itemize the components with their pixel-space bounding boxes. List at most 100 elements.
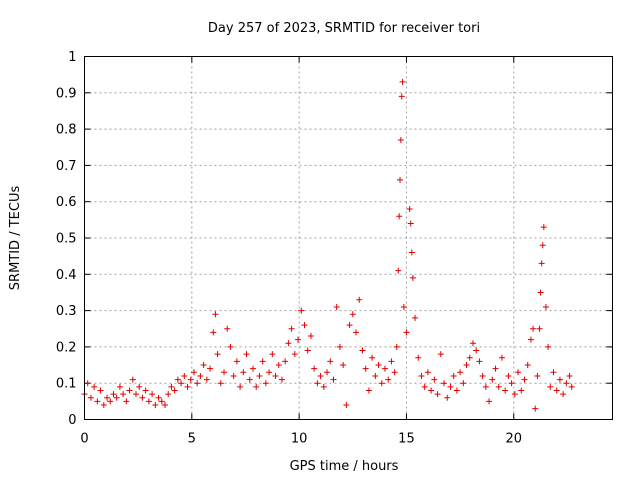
data-point <box>249 365 256 372</box>
data-point <box>447 383 454 390</box>
y-tick-label: 0.5 <box>56 232 77 247</box>
data-point <box>408 249 415 256</box>
data-point <box>327 358 334 365</box>
data-point <box>291 351 298 358</box>
data-point <box>84 380 91 387</box>
data-point <box>508 380 515 387</box>
data-point <box>190 369 197 376</box>
data-point <box>486 398 493 405</box>
data-point <box>275 362 282 369</box>
x-tick-label: 5 <box>188 432 196 447</box>
data-point <box>161 401 168 408</box>
data-point <box>349 311 356 318</box>
data-point <box>214 351 221 358</box>
y-tick-label: 0.1 <box>56 377 77 392</box>
data-point <box>407 220 414 227</box>
data-point <box>97 387 104 394</box>
data-point <box>340 362 347 369</box>
x-tick-label: 10 <box>291 432 308 447</box>
data-point <box>476 358 483 365</box>
data-point <box>100 401 107 408</box>
data-point <box>104 394 111 401</box>
data-point <box>295 336 302 343</box>
data-point <box>324 369 331 376</box>
data-point <box>545 343 552 350</box>
data-point <box>437 351 444 358</box>
data-point <box>518 387 525 394</box>
data-point <box>482 383 489 390</box>
data-point <box>304 347 311 354</box>
data-point <box>356 296 363 303</box>
data-point <box>110 391 117 398</box>
data-point <box>359 347 366 354</box>
data-point <box>532 405 539 412</box>
data-point <box>521 376 528 383</box>
data-point <box>492 365 499 372</box>
y-tick-label: 0.8 <box>56 123 77 138</box>
data-point <box>272 372 279 379</box>
data-point <box>566 372 573 379</box>
data-point <box>278 376 285 383</box>
data-point <box>409 274 416 281</box>
data-point <box>466 354 473 361</box>
data-point <box>224 325 231 332</box>
y-tick-label: 0.4 <box>56 268 77 283</box>
data-point <box>530 325 537 332</box>
data-point <box>547 383 554 390</box>
data-point <box>353 329 360 336</box>
data-point <box>165 391 172 398</box>
data-point <box>556 376 563 383</box>
data-point <box>200 362 207 369</box>
data-point <box>311 365 318 372</box>
data-point <box>398 93 405 100</box>
data-point <box>542 303 549 310</box>
data-point <box>123 398 130 405</box>
data-point <box>253 383 260 390</box>
data-point <box>210 329 217 336</box>
data-point <box>243 351 250 358</box>
data-point <box>369 354 376 361</box>
data-point <box>505 372 512 379</box>
data-point <box>133 391 140 398</box>
data-point <box>285 340 292 347</box>
data-point <box>418 372 425 379</box>
data-point <box>381 365 388 372</box>
data-point <box>460 380 467 387</box>
x-axis-label: GPS time / hours <box>290 459 399 474</box>
plot-frame <box>84 56 613 420</box>
chart-title: Day 257 of 2023, SRMTID for receiver tor… <box>208 21 480 36</box>
y-tick-label: 0.2 <box>56 340 77 355</box>
data-point <box>282 358 289 365</box>
data-point <box>307 333 314 340</box>
data-point <box>431 376 438 383</box>
data-point <box>539 242 546 249</box>
data-point <box>393 343 400 350</box>
data-point <box>563 380 570 387</box>
data-point <box>152 401 159 408</box>
y-tick-label: 0 <box>68 413 76 428</box>
data-point <box>395 267 402 274</box>
data-point <box>473 347 480 354</box>
data-point <box>333 303 340 310</box>
data-point <box>136 383 143 390</box>
data-point <box>453 387 460 394</box>
data-point <box>524 362 531 369</box>
data-point <box>343 401 350 408</box>
data-point <box>155 394 162 401</box>
data-point <box>197 372 204 379</box>
data-point <box>116 383 123 390</box>
data-point <box>212 311 219 318</box>
data-point <box>203 376 210 383</box>
data-point <box>227 343 234 350</box>
tick-layer: 00.10.20.30.40.50.60.70.80.910 5 10 15 20 <box>56 50 613 447</box>
data-point <box>550 369 557 376</box>
data-point <box>184 383 191 390</box>
data-point <box>301 322 308 329</box>
data-point <box>479 372 486 379</box>
data-point <box>145 398 152 405</box>
x-tick-label: 20 <box>505 432 522 447</box>
data-point <box>126 387 133 394</box>
data-point <box>489 376 496 383</box>
data-point <box>262 380 269 387</box>
